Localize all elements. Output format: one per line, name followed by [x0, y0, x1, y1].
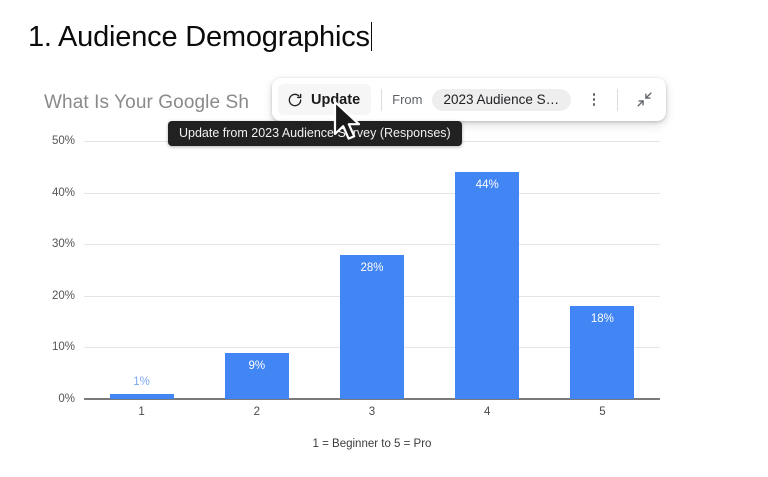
chart-bar-value-label: 18%	[590, 313, 614, 326]
chart-bar-group[interactable]: 28% 3	[314, 141, 429, 418]
chart-axis-caption: 1 = Beginner to 5 = Pro	[312, 438, 432, 450]
source-chip[interactable]: 2023 Audience S…	[431, 88, 572, 111]
chart-bar[interactable]: 9%	[224, 352, 289, 399]
collapse-icon	[636, 91, 653, 108]
page-title[interactable]: 1. Audience Demographics	[28, 20, 373, 55]
chart-bar-value-label: 28%	[360, 261, 384, 274]
update-button-label: Update	[311, 91, 361, 108]
y-axis-tick-label: 30%	[51, 238, 75, 251]
y-axis-tick-label: 10%	[51, 341, 75, 354]
chart-bar[interactable]: 1%	[109, 376, 174, 399]
chart-bar-group[interactable]: 9% 2	[199, 141, 314, 418]
x-axis-tick-label: 1	[138, 406, 145, 418]
y-axis-tick-label: 20%	[51, 289, 75, 302]
x-axis-tick-label: 4	[483, 406, 491, 418]
page-title-text: 1. Audience Demographics	[28, 21, 370, 53]
x-axis-tick-label: 3	[368, 406, 376, 418]
refresh-icon	[287, 92, 303, 108]
chart-bar[interactable]: 28%	[339, 254, 404, 399]
gridline	[84, 244, 660, 246]
collapse-toolbar-button[interactable]	[630, 85, 658, 115]
tooltip: Update from 2023 Audience Survey (Respon…	[168, 121, 462, 146]
chart-bar-value-label: 44%	[475, 178, 499, 191]
more-options-button[interactable]	[581, 85, 607, 115]
x-axis-line	[84, 398, 660, 400]
chart-plot-area: 0% 10% 20% 30% 40% 50% 1% 1 9% 2 28% 3 44% 4 18% 5	[52, 135, 660, 418]
chart-bar-group[interactable]: 18% 5	[545, 141, 660, 418]
x-axis-tick-label: 5	[599, 406, 606, 418]
chart-bar-value-label: 9%	[248, 359, 266, 372]
y-axis-tick-label: 0%	[58, 393, 75, 405]
from-label: From	[392, 92, 423, 107]
linked-chart-toolbar[interactable]: Update From 2023 Audience S…	[272, 78, 667, 121]
more-vertical-icon	[592, 92, 596, 108]
update-button[interactable]: Update	[278, 84, 372, 115]
chart-bar[interactable]: 44%	[455, 171, 520, 399]
y-axis-tick-label: 50%	[51, 135, 75, 147]
text-cursor-caret	[370, 22, 373, 51]
toolbar-divider-2	[617, 88, 619, 111]
gridline	[84, 192, 660, 194]
chart-bar-group[interactable]: 1% 1	[84, 141, 199, 418]
embedded-chart[interactable]: What Is Your Google Sh 0% 10% 20% 30% 40% 50%…	[22, 80, 722, 465]
gridline	[84, 399, 660, 400]
chart-title: What Is Your Google Sh	[44, 92, 249, 113]
chart-bar-group[interactable]: 44% 4	[430, 141, 545, 418]
x-axis-tick-label: 2	[253, 406, 260, 418]
y-axis-tick-label: 40%	[51, 186, 75, 199]
chart-bar-value-label: 1%	[133, 375, 150, 388]
chart-bar[interactable]: 18%	[570, 306, 635, 399]
toolbar-divider-1	[381, 88, 383, 111]
source-chip-label: 2023 Audience S…	[443, 92, 560, 107]
